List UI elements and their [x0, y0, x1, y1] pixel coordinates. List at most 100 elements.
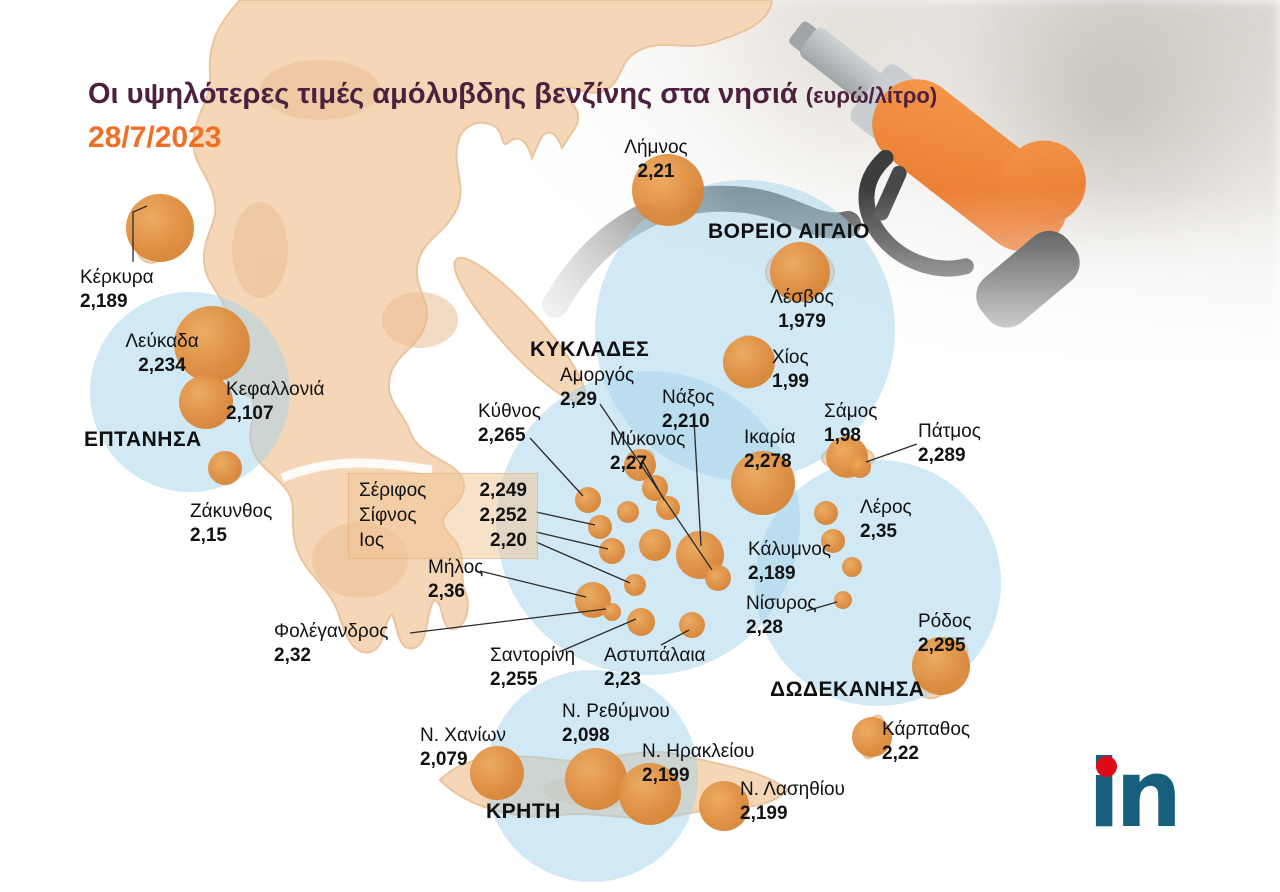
- island-marker: [126, 194, 194, 262]
- island-price: 2,252: [479, 505, 527, 527]
- island-label-rethymno: Ν. Ρεθύμνου 2,098: [562, 700, 670, 749]
- island-name: Σίφνος: [359, 505, 417, 527]
- island-price: 1,98: [824, 425, 861, 447]
- island-label-irakleio: Ν. Ηρακλείου 2,199: [642, 740, 754, 789]
- island-label-chios: Χίος 1,99: [772, 346, 809, 395]
- island-label-kerkyra: Κέρκυρα 2,189: [80, 266, 154, 315]
- region-label-dodekanisa: ΔΩΔΕΚΑΝΗΣΑ: [770, 678, 925, 701]
- island-name: Αμοργός: [560, 365, 635, 386]
- island-label-kalymnos: Κάλυμνος 2,189: [748, 538, 831, 587]
- island-price: 2,234: [138, 355, 186, 377]
- island-price: 2,289: [918, 445, 966, 467]
- island-label-milos: Μήλος 2,36: [428, 556, 483, 605]
- island-marker: [603, 603, 621, 621]
- island-marker: [174, 306, 250, 382]
- island-price: 2,21: [637, 161, 675, 183]
- island-label-patmos: Πάτμος 2,289: [918, 420, 981, 469]
- island-label-kefalonia: Κεφαλλονιά 2,107: [226, 378, 324, 427]
- island-name: Ιος: [359, 530, 385, 552]
- island-label-karpathos: Κάρπαθος 2,22: [882, 718, 970, 767]
- island-name: Λέρος: [860, 497, 912, 518]
- island-name: Μήλος: [428, 557, 484, 578]
- region-label-kyklades: ΚΥΚΛΑΔΕΣ: [530, 338, 650, 361]
- island-price: 2,278: [744, 451, 792, 473]
- island-label-lasithi: Ν. Λασηθίου 2,199: [740, 778, 845, 827]
- price-box-row: Σίφνος 2,252: [349, 503, 537, 528]
- island-name: Κάλυμνος: [748, 539, 832, 560]
- region-label-kriti: ΚΡΗΤΗ: [486, 800, 561, 823]
- island-marker: [470, 746, 524, 800]
- island-name: Λέσβος: [770, 287, 834, 308]
- island-price: 2,32: [274, 645, 311, 667]
- island-name: Νίσυρος: [746, 593, 817, 614]
- island-price: 2,249: [479, 480, 527, 501]
- island-label-santorini: Σαντορίνη 2,255: [490, 644, 575, 693]
- island-label-lesvos: Λέσβος 1,979: [762, 286, 842, 335]
- island-marker: [565, 748, 627, 810]
- island-marker: [617, 501, 639, 523]
- island-marker: [656, 496, 680, 520]
- island-name: Φολέγανδρος: [274, 621, 389, 642]
- island-marker: [575, 487, 601, 513]
- island-marker: [679, 612, 705, 638]
- island-label-amorgos: Αμοργός 2,29: [560, 364, 634, 413]
- island-name: Κάρπαθος: [882, 719, 971, 740]
- island-price: 2,35: [860, 521, 897, 543]
- island-label-kythnos: Κύθνος 2,265: [478, 400, 541, 449]
- title-text: Οι υψηλότερες τιμές αμόλυβδης βενζίνης σ…: [88, 78, 798, 110]
- title-unit: (ευρώ/λίτρο): [805, 83, 938, 108]
- island-name: Ν. Χανίων: [420, 725, 506, 746]
- island-name: Χίος: [772, 347, 809, 368]
- island-price: 2,22: [882, 743, 919, 765]
- island-name: Λήμνος: [624, 137, 688, 158]
- price-box-row: Ιος 2,20: [349, 528, 537, 553]
- island-marker: [639, 529, 671, 561]
- island-name: Νάξος: [662, 387, 715, 408]
- island-label-limnos: Λήμνος 2,21: [608, 136, 704, 185]
- island-marker: [852, 717, 892, 757]
- island-price: 2,189: [748, 563, 796, 585]
- island-marker: [627, 608, 655, 636]
- island-price: 2,295: [918, 635, 966, 657]
- island-marker: [821, 529, 845, 553]
- island-name: Ρόδος: [918, 611, 972, 632]
- island-marker: [208, 451, 242, 485]
- island-marker: [588, 515, 612, 539]
- island-marker: [834, 591, 852, 609]
- island-marker: [599, 538, 625, 564]
- island-price: 2,20: [490, 530, 527, 552]
- island-label-ikaria: Ικαρία 2,278: [744, 426, 796, 475]
- island-price: 2,29: [560, 389, 597, 411]
- island-label-nisyros: Νίσυρος 2,28: [746, 592, 817, 641]
- island-name: Μύκονος: [610, 429, 686, 450]
- island-price: 1,979: [778, 311, 826, 333]
- island-price: 2,098: [562, 725, 610, 747]
- island-price: 2,36: [428, 581, 465, 603]
- island-marker: [705, 565, 731, 591]
- date-label: 28/7/2023: [88, 121, 222, 155]
- header: Οι υψηλότερες τιμές αμόλυβδης βενζίνης σ…: [88, 78, 937, 155]
- island-price: 2,079: [420, 749, 468, 771]
- island-price: 2,28: [746, 617, 783, 639]
- island-price: 2,107: [226, 403, 274, 425]
- island-label-leros: Λέρος 2,35: [860, 496, 912, 545]
- island-price: 2,27: [610, 453, 647, 475]
- island-name: Κύθνος: [478, 401, 541, 422]
- island-marker: [723, 336, 775, 388]
- region-label-eptanisa: ΕΠΤΑΝΗΣΑ: [84, 428, 202, 451]
- island-price: 2,15: [190, 525, 227, 547]
- island-price: 2,265: [478, 425, 526, 447]
- island-marker: [912, 637, 970, 695]
- logo-red-dot-icon: [1096, 756, 1117, 777]
- island-label-astypalaia: Αστυπάλαια 2,23: [604, 644, 706, 693]
- island-price: 2,255: [490, 669, 538, 691]
- price-box-row: Σέριφος 2,249: [349, 478, 537, 503]
- island-marker: [179, 375, 233, 429]
- island-marker: [731, 451, 795, 515]
- page-title: Οι υψηλότερες τιμές αμόλυβδης βενζίνης σ…: [88, 78, 937, 111]
- island-price: 2,199: [740, 803, 788, 825]
- in-logo: in: [1088, 748, 1218, 858]
- island-name: Σέριφος: [359, 480, 427, 501]
- island-name: Ν. Ρεθύμνου: [562, 701, 670, 722]
- island-name: Ικαρία: [744, 427, 796, 448]
